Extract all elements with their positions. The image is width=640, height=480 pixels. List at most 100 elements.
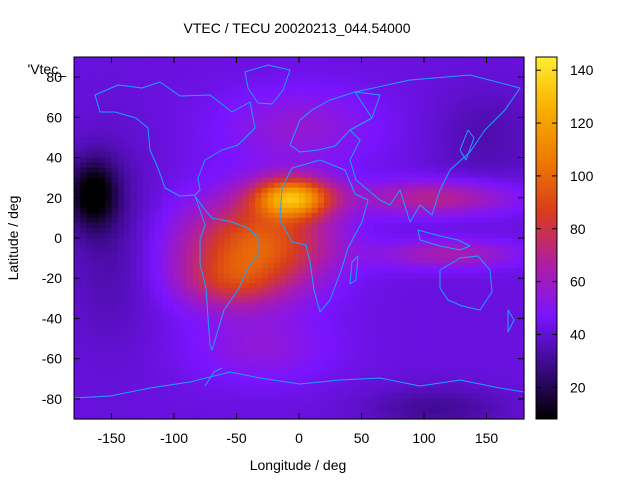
heatmap-cell (142, 283, 150, 289)
heatmap-cell (317, 97, 325, 103)
heatmap-cell (442, 197, 450, 204)
heatmap-cell (280, 62, 288, 68)
heatmap-cell (105, 207, 113, 214)
heatmap-cell (480, 207, 488, 214)
heatmap-cell (105, 278, 113, 284)
heatmap-cell (505, 278, 513, 284)
heatmap-cell (249, 212, 256, 219)
heatmap-cell (292, 288, 300, 294)
heatmap-cell (117, 162, 125, 169)
heatmap-cell (449, 132, 456, 139)
heatmap-cell (399, 117, 406, 123)
heatmap-cell (236, 403, 244, 410)
heatmap-cell (392, 182, 400, 189)
heatmap-cell (492, 187, 500, 194)
heatmap-cell (386, 157, 394, 164)
heatmap-cell (92, 328, 100, 335)
heatmap-cell (417, 212, 425, 219)
heatmap-cell (355, 378, 363, 385)
heatmap-cell (367, 313, 375, 320)
heatmap-cell (136, 303, 144, 309)
heatmap-cell (361, 333, 369, 340)
heatmap-cell (455, 192, 463, 199)
heatmap-cell (336, 263, 344, 269)
heatmap-cell (74, 167, 81, 174)
heatmap-cell (117, 318, 125, 325)
heatmap-cell (392, 248, 400, 254)
heatmap-cell (467, 248, 475, 254)
heatmap-cell (292, 162, 300, 169)
heatmap-cell (267, 343, 275, 350)
heatmap-cell (324, 248, 331, 254)
heatmap-cell (186, 87, 194, 93)
heatmap-cell (324, 263, 331, 269)
heatmap-cell (417, 258, 425, 264)
heatmap-cell (105, 353, 113, 360)
heatmap-cell (280, 273, 288, 279)
heatmap-cell (511, 207, 519, 214)
heatmap-cell (180, 72, 188, 78)
heatmap-cell (274, 353, 281, 360)
heatmap-cell (292, 202, 300, 209)
heatmap-cell (242, 192, 250, 199)
heatmap-cell (236, 87, 244, 93)
heatmap-cell (461, 192, 469, 199)
heatmap-cell (242, 273, 250, 279)
heatmap-cell (492, 258, 500, 264)
heatmap-cell (467, 137, 475, 144)
heatmap-cell (511, 263, 519, 269)
heatmap-cell (461, 363, 469, 370)
heatmap-cell (411, 57, 419, 63)
heatmap-cell (86, 117, 94, 123)
heatmap-cell (461, 388, 469, 395)
heatmap-cell (486, 137, 494, 144)
heatmap-cell (236, 298, 244, 304)
heatmap-cell (280, 67, 288, 73)
heatmap-cell (449, 217, 456, 224)
heatmap-cell (442, 323, 450, 330)
heatmap-cell (180, 373, 188, 380)
heatmap-cell (180, 67, 188, 73)
heatmap-cell (517, 172, 525, 179)
heatmap-cell (255, 238, 263, 244)
heatmap-cell (161, 383, 169, 390)
heatmap-cell (136, 363, 144, 370)
heatmap-cell (517, 212, 525, 219)
heatmap-cell (192, 182, 200, 189)
heatmap-cell (111, 217, 119, 224)
heatmap-cell (111, 87, 119, 93)
heatmap-cell (249, 323, 256, 330)
heatmap-cell (442, 283, 450, 289)
heatmap-cell (417, 162, 425, 169)
heatmap-cell (117, 353, 125, 360)
heatmap-cell (142, 177, 150, 184)
heatmap-cell (292, 283, 300, 289)
heatmap-cell (274, 348, 281, 355)
heatmap-cell (355, 232, 363, 239)
heatmap-cell (267, 338, 275, 345)
heatmap-cell (280, 263, 288, 269)
heatmap-cell (330, 187, 338, 194)
heatmap-cell (74, 323, 81, 330)
heatmap-cell (274, 293, 281, 299)
heatmap-cell (474, 238, 481, 244)
heatmap-cell (167, 207, 175, 214)
heatmap-cell (499, 57, 506, 63)
heatmap-cell (261, 333, 269, 340)
heatmap-cell (74, 212, 81, 219)
heatmap-cell (299, 117, 306, 123)
heatmap-cell (155, 207, 163, 214)
heatmap-cell (124, 328, 131, 335)
heatmap-cell (236, 207, 244, 214)
heatmap-cell (199, 182, 206, 189)
heatmap-cell (474, 72, 481, 78)
heatmap-cell (217, 318, 225, 325)
heatmap-cell (374, 132, 381, 139)
heatmap-cell (492, 202, 500, 209)
heatmap-cell (255, 363, 263, 370)
heatmap-cell (149, 243, 156, 249)
heatmap-cell (349, 298, 356, 304)
heatmap-cell (324, 303, 331, 309)
heatmap-cell (392, 318, 400, 325)
heatmap-cell (230, 328, 238, 335)
